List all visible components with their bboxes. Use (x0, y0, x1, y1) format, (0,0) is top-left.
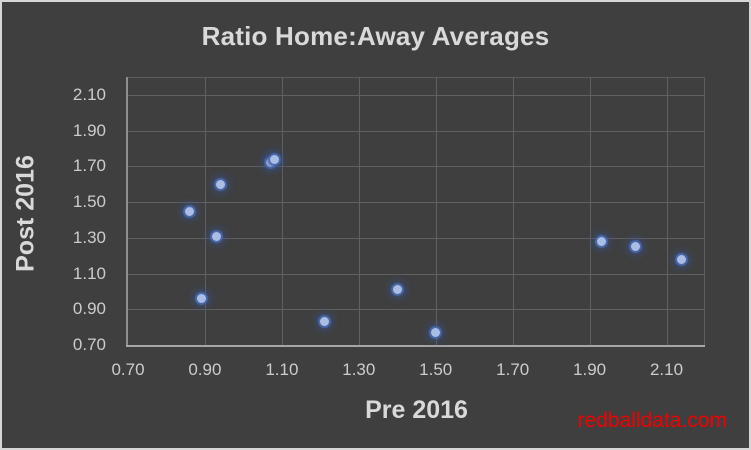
data-point (431, 328, 441, 337)
gridline-vertical (512, 77, 514, 345)
data-point (196, 294, 206, 303)
gridline-vertical (204, 77, 206, 345)
x-axis-line (126, 345, 705, 347)
data-point (319, 317, 329, 327)
data-point (677, 254, 687, 264)
y-tick-label: 0.70 (72, 335, 106, 354)
y-tick-label: 1.50 (72, 192, 106, 212)
data-point (265, 158, 275, 168)
data-point (392, 285, 402, 295)
plot-border-right (704, 77, 705, 345)
x-tick-label: 2.10 (649, 360, 684, 379)
gridline-vertical (281, 77, 283, 345)
y-tick-label: 2.10 (72, 84, 106, 104)
y-tick-label: 1.90 (72, 120, 106, 140)
gridline-horizontal (128, 237, 705, 239)
data-point (215, 179, 225, 189)
data-point (212, 231, 221, 241)
data-point (631, 242, 641, 252)
gridline-horizontal (128, 273, 705, 275)
gridline-vertical (435, 77, 437, 345)
x-axis-title: Pre 2016 (365, 396, 468, 424)
gridline-horizontal (128, 309, 705, 311)
y-axis-title: Post 2016 (11, 155, 40, 272)
plot-area (126, 77, 705, 347)
gridline-horizontal (128, 130, 705, 132)
x-tick-label: 1.50 (419, 360, 453, 379)
y-tick-label: 1.70 (72, 156, 106, 176)
data-point (185, 206, 194, 216)
x-tick-label: 1.30 (342, 360, 376, 379)
plot-border-top (128, 77, 705, 78)
gridline-horizontal (128, 94, 705, 96)
y-tick-label: 1.10 (72, 263, 106, 283)
data-point (269, 154, 279, 164)
gridline-vertical (358, 77, 360, 345)
chart-title: Ratio Home:Away Averages (201, 21, 550, 51)
gridline-vertical (666, 77, 668, 345)
x-tick-label: 1.10 (265, 360, 299, 379)
gridline-horizontal (128, 166, 705, 168)
y-tick-label: 0.90 (72, 299, 106, 319)
y-axis-line (126, 77, 128, 347)
x-tick-label: 0.70 (111, 360, 145, 379)
gridline-vertical (589, 77, 591, 345)
data-point (596, 236, 606, 246)
y-tick-label: 1.30 (72, 227, 106, 247)
x-tick-label: 0.90 (188, 360, 222, 379)
gridline-horizontal (128, 202, 705, 204)
x-tick-label: 1.90 (573, 360, 607, 379)
x-tick-label: 1.70 (496, 360, 530, 379)
watermark-text: redballdata.com (577, 409, 727, 432)
